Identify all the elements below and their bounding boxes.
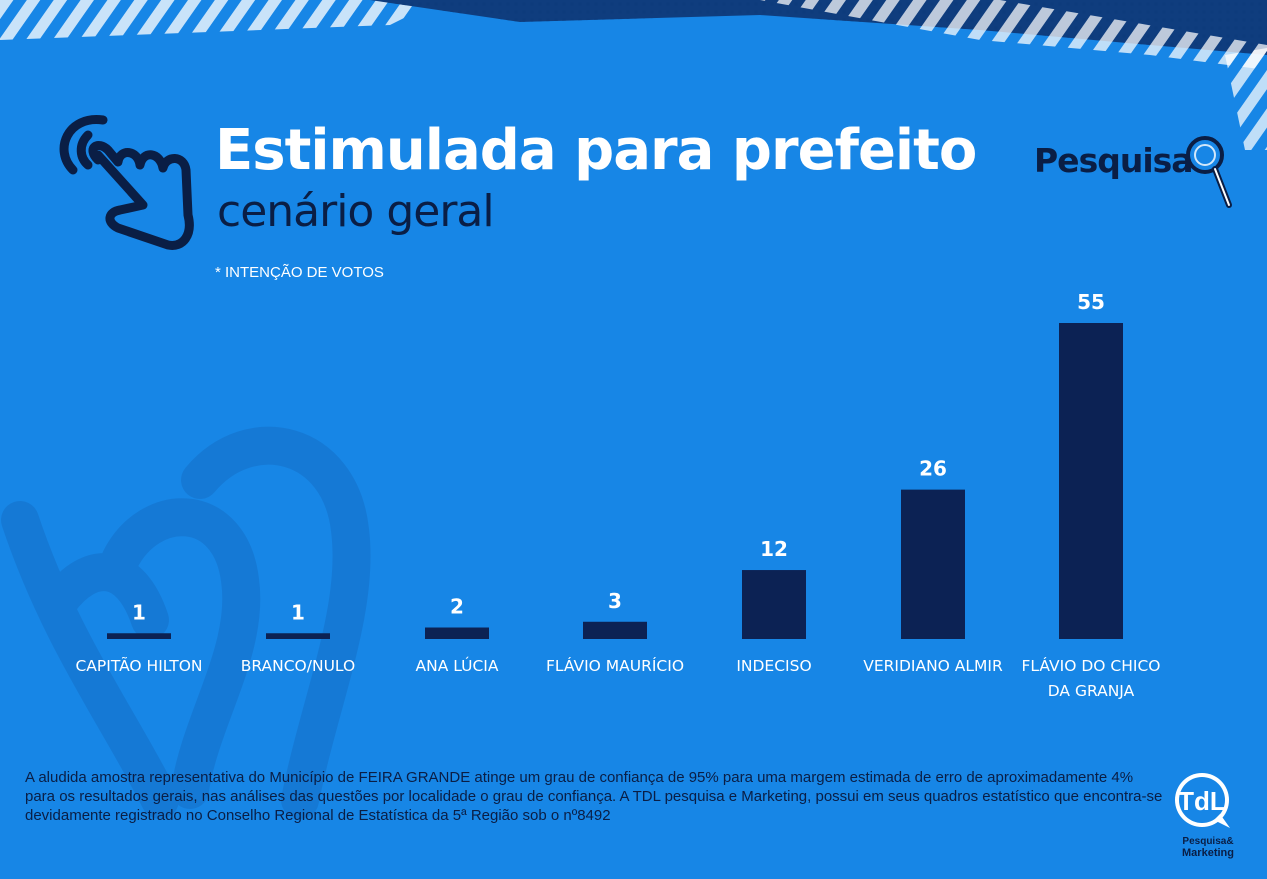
data-label: 55 (1077, 290, 1105, 314)
bar (425, 627, 489, 639)
category-label: VERIDIANO ALMIR (863, 657, 1003, 675)
bar (266, 633, 330, 639)
data-label: 1 (291, 600, 305, 624)
data-label: 26 (919, 457, 947, 481)
tdl-logo-mark-text: TdL (1178, 786, 1226, 816)
tdl-logo: TdL Pesquisa& Marketing (1172, 770, 1244, 862)
bar (742, 570, 806, 639)
category-label: FLÁVIO DO CHICO (1022, 656, 1161, 675)
category-label: INDECISO (736, 657, 811, 675)
category-label: FLÁVIO MAURÍCIO (546, 656, 684, 675)
hand-pointer-icon (59, 115, 194, 250)
tdl-logo-line1: Pesquisa& (1182, 836, 1234, 847)
category-label: DA GRANJA (1048, 682, 1135, 700)
footer-disclaimer: A aludida amostra representativa do Muni… (25, 769, 1163, 824)
magnifier-icon (1186, 136, 1232, 208)
category-label: CAPITÃO HILTON (75, 656, 202, 675)
bar (107, 633, 171, 639)
data-label: 3 (608, 589, 622, 613)
bar (583, 621, 647, 639)
chart-subtitle: cenário geral (217, 186, 495, 237)
data-label: 12 (760, 537, 788, 561)
tdl-logo-line2: Marketing (1182, 847, 1234, 859)
bar (901, 489, 965, 639)
tdl-logo-mark: TdL (1175, 773, 1230, 828)
category-label: BRANCO/NULO (241, 657, 355, 675)
data-label: 2 (450, 595, 464, 619)
bar (1059, 323, 1123, 639)
data-label: 1 (132, 600, 146, 624)
brand-label: Pesquisa (1034, 141, 1194, 180)
chart-note: * INTENÇÃO DE VOTOS (215, 264, 384, 281)
category-label: ANA LÚCIA (416, 656, 499, 675)
chart-title: Estimulada para prefeito (215, 118, 977, 183)
